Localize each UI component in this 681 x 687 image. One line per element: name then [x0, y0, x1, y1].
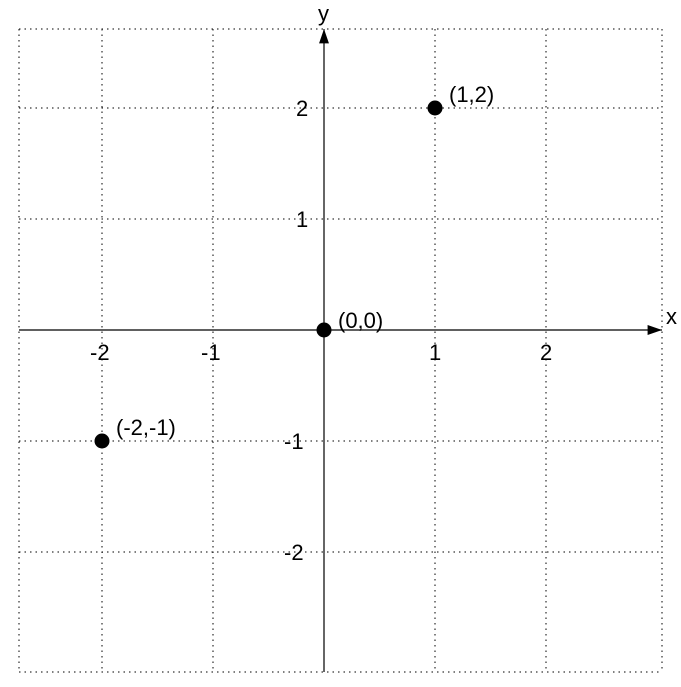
y-tick-label: -1	[284, 429, 304, 455]
y-axis-arrow-icon	[319, 29, 329, 43]
x-axis-arrow-icon	[648, 325, 662, 335]
data-point	[317, 323, 332, 338]
y-tick-label: 1	[296, 207, 308, 233]
x-tick-label: -2	[90, 340, 110, 366]
x-tick-label: -1	[201, 340, 221, 366]
data-point	[428, 101, 443, 116]
point-label: (-2,-1)	[116, 415, 176, 441]
data-point	[95, 434, 110, 449]
point-label: (1,2)	[449, 82, 494, 108]
y-tick-label: 2	[296, 96, 308, 122]
x-tick-label: 2	[540, 340, 552, 366]
y-tick-label: -2	[284, 540, 304, 566]
x-axis-label: x	[666, 304, 677, 330]
coordinate-plane-chart: y x -2 -1 1 2 -2 -1 1 2 (0,0) (1,2) (-2,-1)	[0, 0, 681, 687]
x-tick-label: 1	[429, 340, 441, 366]
y-axis-label: y	[318, 1, 329, 27]
point-label: (0,0)	[338, 308, 383, 334]
